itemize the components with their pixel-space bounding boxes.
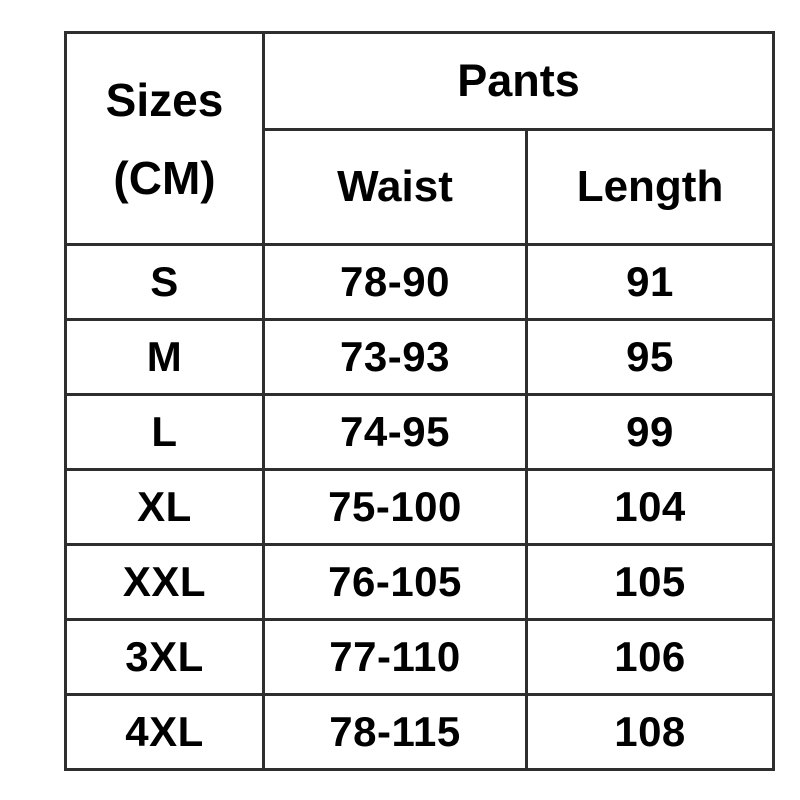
size-cell: 4XL xyxy=(64,693,265,771)
length-header-cell: Length xyxy=(524,128,776,246)
size-cell: 3XL xyxy=(64,618,265,696)
table-row-4xl: 4XL 78-115 108 xyxy=(64,693,776,771)
waist-cell: 73-93 xyxy=(262,318,528,396)
size-cell: XXL xyxy=(64,543,265,621)
size-cell: S xyxy=(64,243,265,321)
length-cell: 106 xyxy=(524,618,776,696)
waist-header-cell: Waist xyxy=(262,128,528,246)
waist-cell: 74-95 xyxy=(262,393,528,471)
size-cell: L xyxy=(64,393,265,471)
length-cell: 91 xyxy=(524,243,776,321)
corner-header-cell: Sizes (CM) xyxy=(64,31,265,246)
length-cell: 95 xyxy=(524,318,776,396)
table-row-l: L 74-95 99 xyxy=(64,393,776,471)
waist-cell: 78-115 xyxy=(262,693,528,771)
size-cell: XL xyxy=(64,468,265,546)
table-row-xxl: XXL 76-105 105 xyxy=(64,543,776,621)
waist-cell: 75-100 xyxy=(262,468,528,546)
length-cell: 108 xyxy=(524,693,776,771)
waist-cell: 77-110 xyxy=(262,618,528,696)
waist-cell: 76-105 xyxy=(262,543,528,621)
corner-header-line1: Sizes xyxy=(105,73,224,126)
length-cell: 104 xyxy=(524,468,776,546)
size-chart-table: Sizes (CM) Pants Waist Length S 78-90 91… xyxy=(64,31,776,771)
waist-cell: 78-90 xyxy=(262,243,528,321)
size-cell: M xyxy=(64,318,265,396)
pants-header-cell: Pants xyxy=(261,31,776,131)
table-row-xl: XL 75-100 104 xyxy=(64,468,776,546)
corner-header-line2: (CM) xyxy=(113,151,216,204)
table-row-m: M 73-93 95 xyxy=(64,318,776,396)
table-row-3xl: 3XL 77-110 106 xyxy=(64,618,776,696)
table-row-s: S 78-90 91 xyxy=(64,243,776,321)
header-row-group: Sizes (CM) Pants xyxy=(64,31,776,246)
header-row-sub: Waist Length xyxy=(66,128,776,246)
length-cell: 99 xyxy=(524,393,776,471)
length-cell: 105 xyxy=(524,543,776,621)
